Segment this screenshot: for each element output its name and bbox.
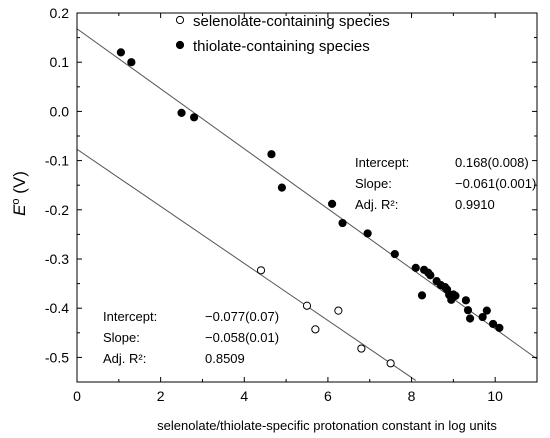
thiolate-data-point bbox=[189, 113, 199, 122]
x-tick-label: 0 bbox=[73, 388, 81, 404]
x-tick-label: 10 bbox=[487, 388, 503, 404]
selenolate-data-point bbox=[311, 325, 320, 334]
thiolate-data-point bbox=[488, 319, 498, 329]
thiolate-data-point bbox=[451, 291, 460, 300]
fit-stat-value: −0.058(0.01) bbox=[205, 330, 279, 345]
thiolate-data-point bbox=[461, 296, 471, 305]
legend-open-circle-icon bbox=[175, 15, 185, 25]
thiolate-data-point bbox=[116, 48, 126, 57]
thiolate-data-point bbox=[495, 323, 504, 332]
selenolate-data-point bbox=[302, 301, 312, 310]
fit-stat-label: Slope: bbox=[355, 176, 392, 191]
thiolate-data-point bbox=[417, 291, 427, 300]
legend-entry-label: selenolate-containing species bbox=[193, 13, 390, 30]
thiolate-data-point bbox=[465, 314, 475, 323]
fit-stat-label: Adj. R²: bbox=[103, 351, 146, 366]
fit-stat-value: 0.8509 bbox=[205, 351, 245, 366]
thiolate-data-point bbox=[267, 150, 276, 159]
thiolate-data-point bbox=[478, 312, 487, 322]
thiolate-data-point bbox=[327, 199, 337, 208]
fit-stat-label: Intercept: bbox=[103, 309, 157, 324]
legend-filled-circle-icon bbox=[175, 40, 185, 50]
y-tick-label: -0.4 bbox=[45, 300, 69, 316]
selenolate-fit-line bbox=[77, 148, 417, 381]
y-tick-label: -0.1 bbox=[45, 153, 69, 169]
thiolate-data-point bbox=[390, 249, 399, 259]
y-tick-label: -0.3 bbox=[45, 251, 69, 267]
y-tick-label: 0.2 bbox=[50, 5, 70, 21]
selenolate-data-point bbox=[256, 266, 266, 275]
thiolate-data-point bbox=[338, 218, 347, 228]
thiolate-data-point bbox=[127, 58, 136, 67]
thiolate-data-point bbox=[426, 271, 435, 280]
selenolate-data-point bbox=[357, 344, 366, 353]
thiolate-data-point bbox=[277, 183, 287, 192]
fit-stat-value: 0.9910 bbox=[455, 197, 495, 212]
x-tick-label: 4 bbox=[240, 388, 248, 404]
thiolate-data-point bbox=[482, 306, 491, 315]
thiolate-data-point bbox=[363, 229, 372, 238]
y-tick-label: -0.2 bbox=[45, 202, 69, 218]
fit-stat-value: −0.077(0.07) bbox=[205, 309, 279, 324]
thiolate-fit-line bbox=[77, 28, 537, 360]
thiolate-data-point bbox=[463, 306, 473, 315]
selenolate-data-point bbox=[334, 306, 343, 315]
legend-entry-label: thiolate-containing species bbox=[193, 38, 370, 55]
y-tick-label: 0.0 bbox=[50, 103, 70, 119]
x-tick-label: 6 bbox=[324, 388, 332, 404]
x-axis-title: selenolate/thiolate-specific protonation… bbox=[157, 418, 497, 433]
y-tick-label: 0.1 bbox=[50, 54, 70, 70]
x-tick-label: 2 bbox=[157, 388, 165, 404]
thiolate-data-point bbox=[177, 108, 186, 117]
x-tick-label: 8 bbox=[408, 388, 416, 404]
y-tick-label: -0.5 bbox=[45, 349, 69, 365]
fit-stat-label: Slope: bbox=[103, 330, 140, 345]
selenolate-data-point bbox=[386, 359, 395, 368]
y-axis-title: Eo (V) bbox=[10, 171, 29, 216]
fit-stat-label: Intercept: bbox=[355, 155, 409, 170]
plot-frame bbox=[76, 12, 538, 383]
fit-stat-value: 0.168(0.008) bbox=[455, 155, 529, 170]
fit-stat-label: Adj. R²: bbox=[355, 197, 398, 212]
thiolate-data-point bbox=[411, 263, 420, 272]
fit-stat-value: −0.061(0.001) bbox=[455, 176, 536, 191]
